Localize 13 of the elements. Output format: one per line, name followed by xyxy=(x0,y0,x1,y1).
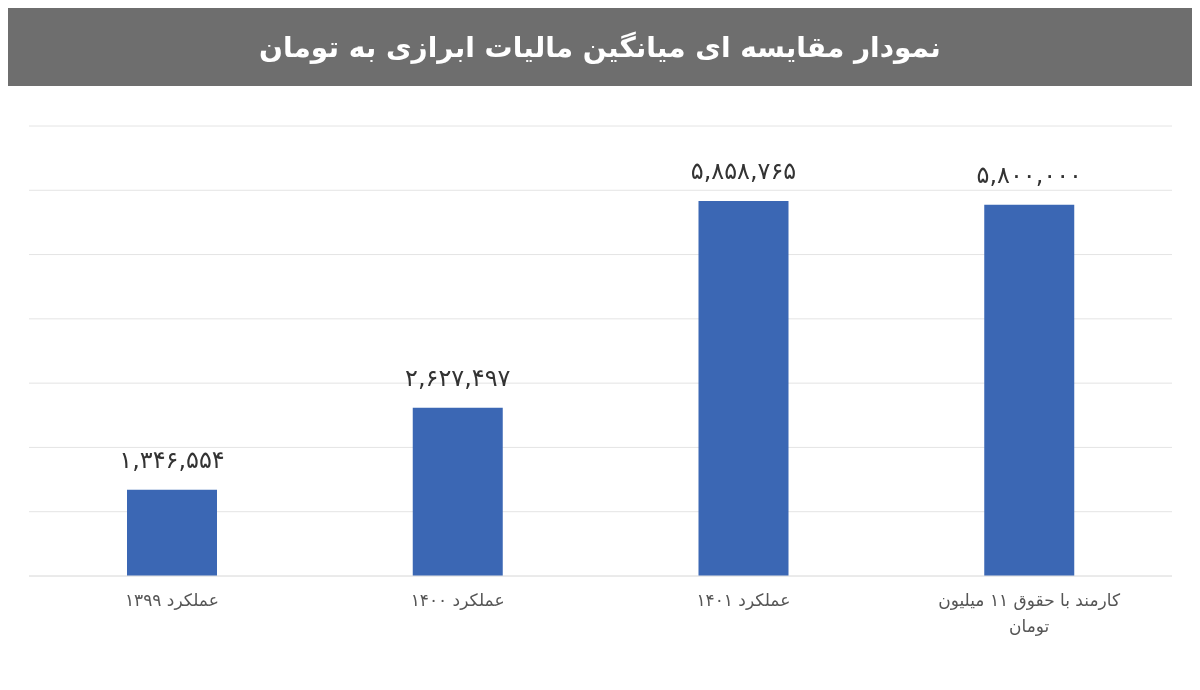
data-label: ۲,۶۲۷,۴۹۷ xyxy=(405,363,511,392)
data-label: ۱,۳۴۶,۵۵۴ xyxy=(119,445,225,474)
x-tick-label: عملکرد ۱۴۰۱ xyxy=(696,590,791,610)
x-tick-label: کارمند با حقوق ۱۱ میلیون تومان xyxy=(938,590,1121,636)
bar xyxy=(127,489,217,576)
bar xyxy=(698,201,789,576)
bar xyxy=(984,204,1075,576)
x-tick-label: عملکرد ۱۳۹۹ xyxy=(124,590,219,610)
data-label: ۵,۸۰۰,۰۰۰ xyxy=(976,160,1082,189)
data-label: ۵,۸۵۸,۷۶۵ xyxy=(690,157,797,185)
chart-title: نمودار مقایسه ای میانگین مالیات ابرازی به تومان xyxy=(8,8,1192,86)
x-tick-label: عملکرد ۱۴۰۰ xyxy=(410,590,505,610)
bar xyxy=(412,407,503,576)
